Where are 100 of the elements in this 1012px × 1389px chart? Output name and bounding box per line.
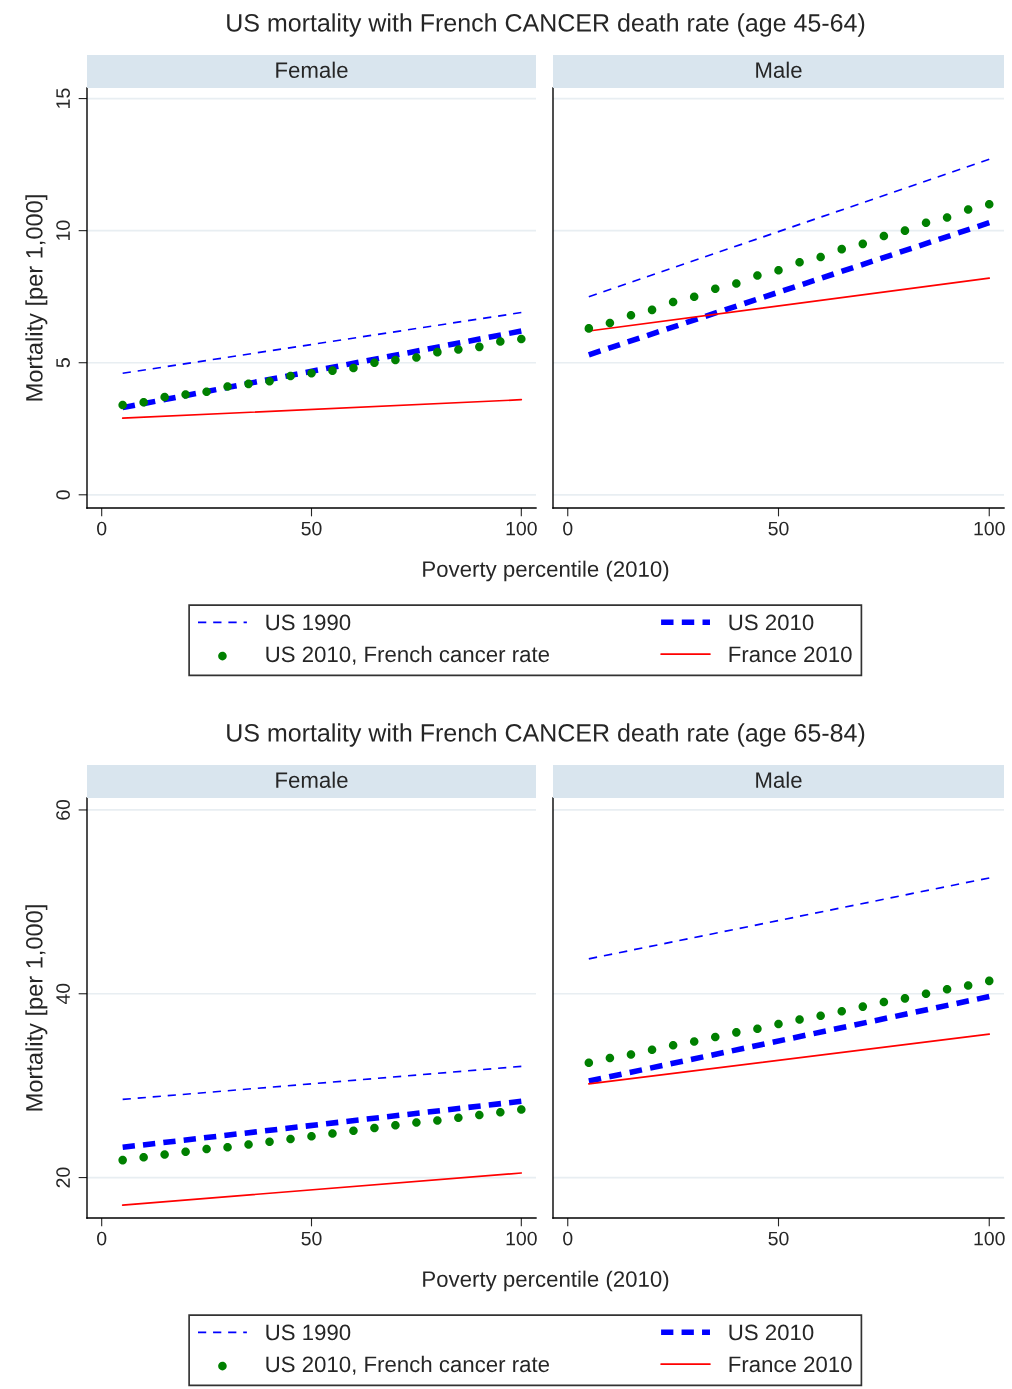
x-tick-label: 50	[301, 1231, 322, 1246]
point	[118, 1155, 127, 1165]
point	[605, 1053, 615, 1063]
point	[118, 400, 127, 410]
x-tick-label: 100	[506, 521, 537, 536]
y-tick-label: 20	[56, 1167, 70, 1188]
point	[286, 371, 295, 381]
point	[391, 355, 400, 365]
point	[139, 1153, 148, 1162]
legend-label: US 2010, French cancer rate	[266, 1355, 550, 1375]
chart-subtitle: Female	[276, 771, 348, 788]
point	[244, 379, 253, 389]
point	[774, 1019, 783, 1029]
x-tick-label: 100	[506, 1231, 537, 1246]
point	[475, 342, 484, 352]
y-tick-label: 0	[56, 490, 70, 500]
legend-label: US 1990	[266, 1324, 351, 1341]
point	[265, 1137, 274, 1146]
point	[711, 284, 720, 294]
point	[732, 279, 741, 288]
point	[753, 271, 762, 280]
point	[223, 382, 232, 391]
x-tick-label: 0	[563, 1231, 573, 1246]
legend-label: France 2010	[729, 1356, 852, 1373]
point	[433, 1116, 442, 1125]
point	[795, 258, 804, 267]
x-tick-label: 50	[768, 521, 789, 536]
chart-title: US mortality with French CANCER death rate (age 65-84)	[227, 723, 865, 747]
y-tick-label: 15	[56, 88, 70, 108]
point	[732, 1028, 741, 1037]
point	[181, 390, 190, 399]
point	[774, 265, 783, 275]
point	[517, 1105, 526, 1114]
point	[858, 239, 868, 249]
point	[795, 1015, 804, 1024]
point	[307, 369, 316, 378]
point	[202, 1144, 211, 1154]
point	[753, 1024, 762, 1033]
y-axis-title: Mortality [per 1,000]	[25, 195, 48, 401]
point	[689, 1037, 699, 1046]
point	[370, 1123, 379, 1133]
y-tick-label: 40	[56, 983, 70, 1005]
point	[942, 213, 952, 222]
point	[139, 398, 148, 407]
chart-subtitle: Male	[756, 61, 802, 78]
point	[517, 334, 526, 344]
point	[412, 353, 421, 362]
point	[711, 1032, 720, 1042]
chart-title: US mortality with French CANCER death rate (age 45-64)	[227, 13, 865, 37]
point	[626, 1050, 636, 1059]
point	[921, 989, 931, 999]
point	[689, 292, 699, 301]
point	[942, 984, 952, 994]
point	[223, 1142, 232, 1152]
point	[647, 305, 657, 315]
point	[286, 1134, 295, 1144]
legend-label: US 2010, French cancer rate	[266, 645, 550, 665]
x-tick-label: 0	[563, 521, 573, 536]
point	[605, 318, 615, 328]
legend-label: US 2010	[729, 1324, 814, 1341]
point	[837, 244, 847, 254]
point	[668, 297, 678, 307]
point	[879, 997, 889, 1007]
chart-subtitle: Female	[276, 61, 348, 78]
point	[181, 1147, 190, 1157]
point	[265, 376, 274, 386]
point	[370, 358, 379, 367]
point	[328, 366, 337, 375]
y-tick-label: 10	[56, 220, 70, 240]
point	[349, 1126, 358, 1135]
chart-subtitle: Male	[756, 771, 802, 788]
point	[496, 1108, 505, 1117]
legend-label: US 1990	[266, 614, 351, 631]
point	[963, 205, 973, 214]
point	[433, 347, 442, 357]
point	[584, 324, 594, 333]
point	[412, 1118, 421, 1127]
point	[454, 1113, 463, 1123]
point	[475, 1110, 484, 1120]
x-tick-label: 50	[301, 521, 322, 536]
point	[584, 1058, 594, 1067]
point	[160, 1150, 169, 1159]
point	[160, 392, 169, 402]
point	[454, 345, 463, 354]
point	[879, 231, 889, 241]
point	[963, 981, 973, 990]
point	[816, 252, 825, 262]
point	[349, 363, 358, 373]
x-axis-title: Poverty percentile (2010)	[423, 560, 669, 582]
point	[328, 1129, 337, 1138]
point	[984, 976, 994, 986]
x-tick-label: 100	[974, 1231, 1005, 1246]
point	[307, 1131, 316, 1141]
point	[647, 1045, 657, 1055]
point	[244, 1140, 253, 1149]
y-tick-label: 60	[56, 799, 70, 820]
x-tick-label: 0	[97, 521, 107, 536]
x-tick-label: 100	[974, 521, 1005, 536]
x-axis-title: Poverty percentile (2010)	[423, 1270, 669, 1292]
point	[626, 310, 636, 320]
